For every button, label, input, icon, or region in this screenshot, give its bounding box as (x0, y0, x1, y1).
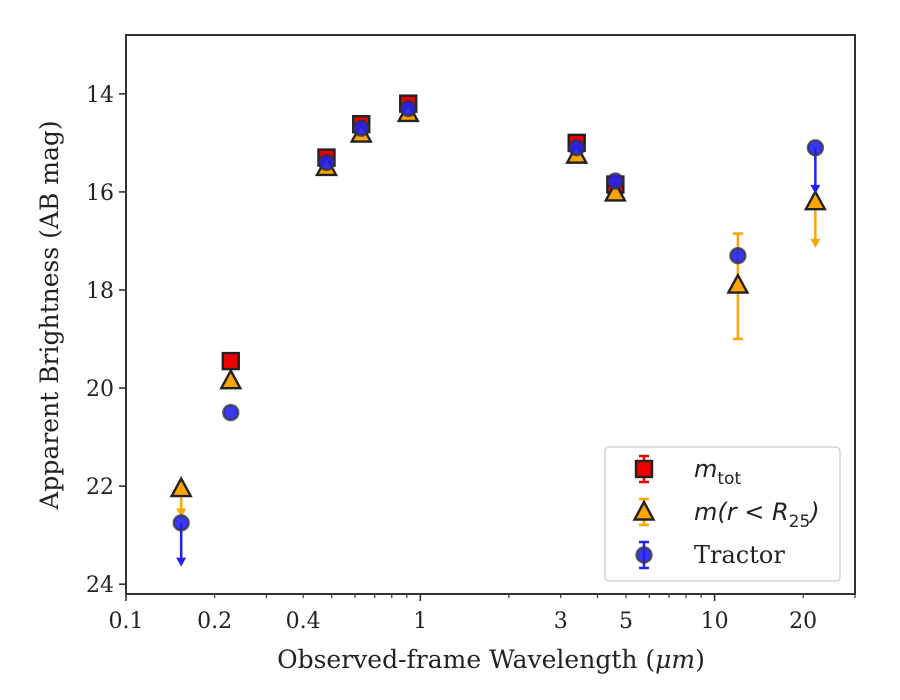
y-tick-label: 24 (86, 573, 114, 598)
upper-limit-arrow-mr25-head (176, 508, 187, 518)
x-tick-label: 1 (413, 609, 427, 634)
legend-entry-tractor: Tractor (635, 540, 785, 570)
point-tractor (806, 139, 825, 157)
point-tractor (606, 172, 625, 190)
y-tick-label: 20 (86, 377, 114, 402)
upper-limit-arrow-tractor-head (810, 184, 821, 194)
legend-marker-tractor (635, 546, 653, 564)
data-marks (169, 94, 827, 567)
point-mr25 (726, 272, 750, 294)
x-axis-label-suffix: ) (695, 645, 705, 674)
plot-frame (125, 34, 856, 595)
legend-label-mr25: m(r < R25) (694, 498, 820, 532)
x-axis-label-unit: μm (655, 645, 695, 674)
point-mtot (221, 351, 240, 371)
series-tractor (172, 99, 825, 567)
legend: mtot m(r < R25) Tractor (604, 446, 841, 582)
legend-frame (604, 446, 841, 582)
x-tick-label: 20 (789, 609, 817, 634)
y-axis-ticks: 14 16 18 20 22 24 (86, 83, 126, 598)
x-tick-label: 3 (554, 609, 568, 634)
legend-marker-mr25 (632, 499, 656, 521)
point-tractor (568, 139, 586, 157)
legend-entry-mr25: m(r < R25) (632, 497, 820, 532)
point-mr25 (169, 476, 193, 498)
point-mr25 (219, 368, 243, 390)
x-tick-label: 0.4 (286, 609, 321, 634)
y-tick-label: 14 (86, 83, 114, 108)
x-axis-label: Observed-frame Wavelength (μm) (277, 645, 705, 674)
y-tick-label: 16 (86, 181, 114, 206)
legend-label-tractor: Tractor (694, 541, 785, 569)
y-tick-label: 22 (86, 475, 114, 500)
point-mr25 (803, 189, 827, 211)
legend-label-mtot: mtot (694, 455, 741, 489)
legend-entry-mtot: mtot (634, 454, 741, 489)
x-tick-label: 10 (701, 609, 729, 634)
point-tractor (317, 153, 336, 172)
x-axis-label-prefix: Observed-frame Wavelength ( (277, 645, 655, 674)
x-tick-label: 5 (619, 609, 633, 634)
upper-limit-arrow-mr25-head (810, 238, 821, 248)
upper-limit-arrow-tractor-head (176, 557, 187, 567)
point-tractor (222, 403, 240, 422)
series-mtot (221, 94, 625, 371)
point-tractor (729, 246, 747, 265)
point-tractor (352, 119, 370, 137)
y-axis-label: Apparent Brightness (AB mag) (35, 120, 64, 510)
y-tick-label: 18 (86, 279, 114, 304)
x-tick-label: 0.1 (109, 609, 144, 634)
point-mr25 (603, 180, 627, 202)
point-tractor (399, 99, 417, 118)
x-axis-ticks: 0.1 0.2 0.4 1 3 5 10 20 (109, 594, 856, 634)
legend-marker-mtot (634, 459, 654, 479)
point-tractor (172, 514, 190, 532)
x-tick-label: 0.2 (197, 609, 232, 634)
